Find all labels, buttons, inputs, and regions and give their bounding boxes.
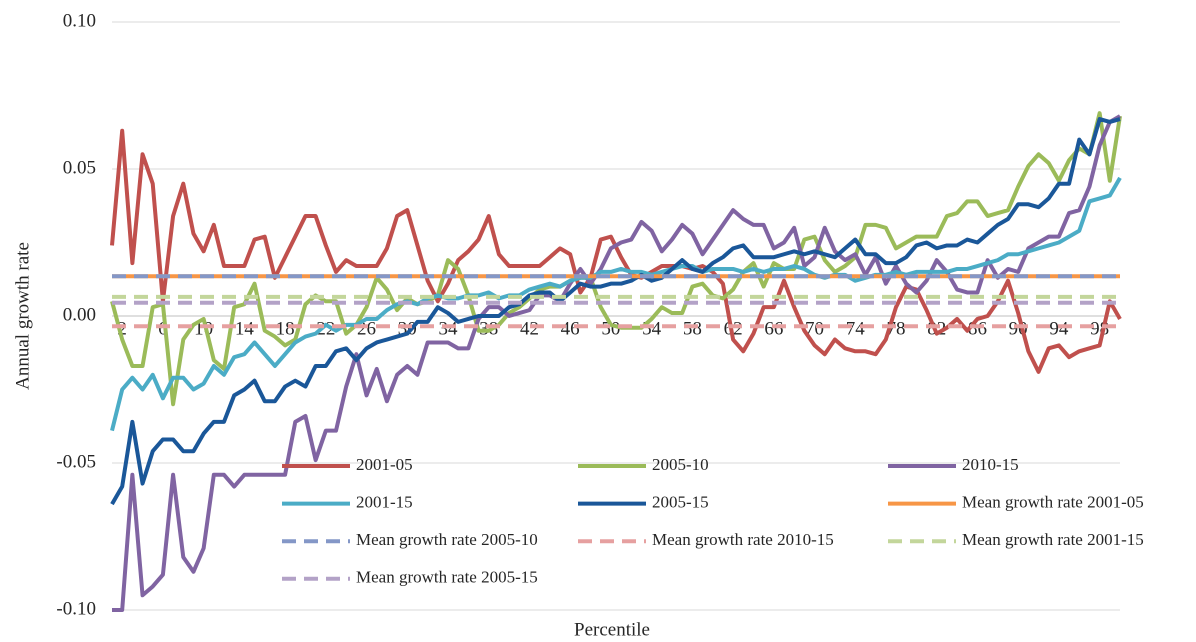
series-line [110,117,1121,506]
x-tick-label: 22 [316,318,335,339]
x-axis-title: Percentile [574,619,650,640]
x-tick-label: 14 [235,318,255,339]
legend-label: Mean growth rate 2001-15 [962,530,1144,549]
x-tick-label: 18 [276,318,295,339]
legend-label: 2005-15 [652,493,709,512]
x-tick-label: 58 [683,318,702,339]
legend-label: Mean growth rate 2001-05 [962,493,1144,512]
y-tick-label: 0.05 [63,157,96,178]
series-line [110,111,1122,407]
x-tick-label: 54 [642,318,662,339]
legend-label: Mean growth rate 2005-10 [356,530,538,549]
legend-label: Mean growth rate 2010-15 [652,530,834,549]
x-tick-label: 74 [846,318,866,339]
legend-label: 2001-15 [356,493,413,512]
x-tick-label: 6 [158,318,168,339]
x-tick-label: 34 [439,318,459,339]
x-tick-label: 66 [764,318,783,339]
legend-label: Mean growth rate 2005-15 [356,568,538,587]
series-line [110,176,1122,432]
x-tick-label: 2 [117,318,127,339]
y-tick-label: -0.05 [56,451,96,472]
y-tick-label: 0.00 [63,304,96,325]
series-line [112,114,1122,612]
y-tick-label: 0.10 [63,10,96,31]
legend-label: 2010-15 [962,455,1019,474]
x-tick-label: 46 [561,318,580,339]
legend-label: 2001-05 [356,455,413,474]
legend-label: 2005-10 [652,455,709,474]
x-tick-label: 50 [601,318,620,339]
y-axis-title: Annual growth rate [12,242,33,390]
x-tick-label: 70 [805,318,824,339]
y-tick-label: -0.10 [56,598,96,619]
x-tick-label: 42 [520,318,539,339]
x-tick-label: 94 [1049,318,1069,339]
